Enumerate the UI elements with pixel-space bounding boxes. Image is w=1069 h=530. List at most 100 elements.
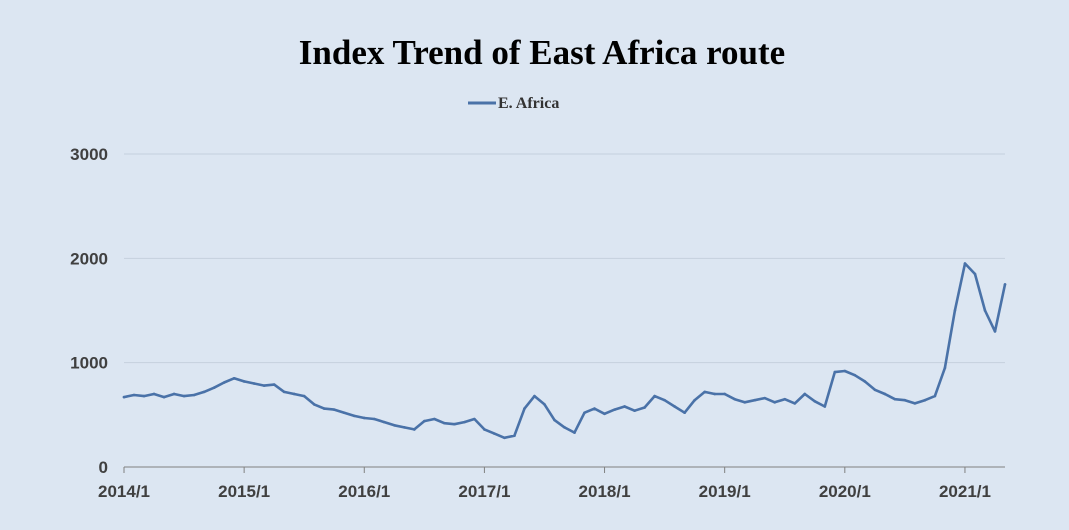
data-point-2018/12 (713, 392, 716, 396)
data-point-2016/3 (382, 420, 386, 424)
data-point-2016/6 (413, 428, 416, 431)
data-point-2020/5 (883, 392, 887, 396)
data-point-2021/5 (1003, 283, 1007, 286)
data-point-2017/7 (543, 403, 546, 406)
y-tick-label-3000: 3000 (70, 145, 108, 164)
data-point-2020/12 (953, 309, 957, 312)
data-point-2014/7 (182, 394, 186, 398)
data-point-2016/2 (372, 417, 376, 421)
data-point-2016/8 (433, 417, 436, 421)
y-tick-label-0: 0 (99, 458, 108, 477)
data-point-2020/8 (913, 402, 917, 405)
x-axis (123, 466, 1005, 473)
x-tick-label-2014/1: 2014/1 (98, 482, 150, 501)
data-point-2019/2 (733, 397, 736, 401)
data-point-2020/11 (943, 366, 947, 370)
data-point-2014/3 (142, 394, 146, 398)
data-point-2014/2 (132, 393, 136, 397)
data-point-2014/11 (222, 381, 226, 384)
x-tick-label-2020/1: 2020/1 (819, 482, 871, 501)
data-point-2015/4 (272, 383, 276, 386)
series-points-e-africa (122, 262, 1007, 440)
x-tick-label-2018/1: 2018/1 (579, 482, 631, 501)
data-point-2014/1 (122, 395, 126, 399)
data-point-2019/7 (783, 397, 787, 401)
data-point-2018/2 (613, 408, 616, 411)
legend: E. Africa (468, 95, 559, 112)
data-point-2017/5 (523, 407, 526, 410)
data-point-2016/10 (453, 422, 456, 426)
data-point-2020/3 (863, 380, 867, 383)
data-point-2017/9 (563, 426, 566, 429)
data-point-2019/6 (773, 401, 777, 404)
data-point-2015/1 (242, 380, 246, 383)
data-point-2019/12 (833, 370, 837, 374)
data-point-2018/1 (603, 412, 606, 416)
data-point-2019/1 (723, 392, 726, 396)
data-point-2014/12 (232, 377, 236, 380)
data-point-2014/9 (202, 390, 206, 394)
data-point-2015/6 (292, 392, 296, 396)
gridlines (124, 153, 1005, 364)
data-point-2017/12 (593, 407, 596, 410)
data-point-2017/11 (583, 411, 586, 415)
data-point-2018/11 (703, 390, 706, 394)
x-tick-label-2015/1: 2015/1 (218, 482, 270, 501)
data-point-2020/10 (933, 394, 937, 398)
data-point-2018/10 (693, 398, 696, 402)
data-point-2016/12 (473, 417, 476, 421)
chart-title: Index Trend of East Africa route (299, 33, 785, 72)
data-point-2016/7 (423, 419, 426, 423)
data-point-2019/5 (763, 396, 767, 400)
legend-label-e-africa: E. Africa (498, 95, 559, 112)
data-point-2017/2 (493, 432, 496, 435)
data-point-2014/4 (152, 392, 156, 396)
x-axis-tick-labels: 2014/1 2015/1 2016/1 2017/1 2018/1 2019/1 2020… (98, 482, 991, 501)
data-point-2020/7 (903, 398, 907, 402)
data-point-2020/9 (923, 398, 927, 402)
data-point-2018/7 (663, 398, 666, 402)
x-tick-label-2021/1: 2021/1 (939, 482, 991, 501)
series-line-e-africa (122, 262, 1007, 440)
data-point-2014/10 (212, 386, 216, 390)
data-point-2019/9 (803, 392, 807, 396)
data-point-2014/8 (192, 393, 196, 397)
data-point-2016/1 (362, 416, 366, 420)
data-point-2015/12 (352, 414, 356, 418)
data-point-2018/6 (653, 394, 656, 398)
data-point-2017/1 (483, 428, 486, 431)
data-point-2019/10 (813, 399, 817, 403)
data-point-2017/6 (533, 394, 536, 398)
x-tick-label-2019/1: 2019/1 (699, 482, 751, 501)
data-point-2015/3 (262, 384, 266, 387)
data-point-2019/4 (753, 398, 757, 402)
data-point-2016/11 (463, 420, 466, 424)
data-point-2017/10 (573, 431, 576, 434)
data-point-2016/4 (393, 423, 396, 427)
y-tick-label-1000: 1000 (70, 354, 108, 373)
data-point-2016/9 (443, 421, 446, 425)
data-point-2015/10 (332, 408, 336, 411)
data-point-2018/4 (633, 409, 636, 412)
x-tick-label-2016/1: 2016/1 (338, 482, 390, 501)
y-axis-tick-labels: 0 1000 2000 3000 (70, 145, 108, 477)
data-point-2020/6 (893, 397, 897, 401)
data-point-2020/2 (853, 373, 857, 377)
data-point-2015/11 (342, 411, 346, 415)
data-point-2015/7 (302, 394, 306, 398)
data-point-2016/5 (403, 426, 406, 429)
data-point-2015/9 (322, 407, 326, 410)
data-point-2021/1 (963, 262, 967, 265)
data-point-2015/2 (252, 382, 256, 385)
data-point-2019/11 (823, 405, 827, 408)
data-point-2020/1 (843, 369, 847, 373)
y-tick-label-2000: 2000 (70, 249, 108, 268)
data-point-2021/3 (983, 309, 987, 312)
data-point-2014/5 (162, 395, 166, 399)
data-point-2018/5 (643, 406, 646, 409)
data-point-2015/8 (312, 403, 316, 406)
data-point-2021/2 (973, 272, 977, 276)
data-point-2017/3 (503, 436, 506, 440)
